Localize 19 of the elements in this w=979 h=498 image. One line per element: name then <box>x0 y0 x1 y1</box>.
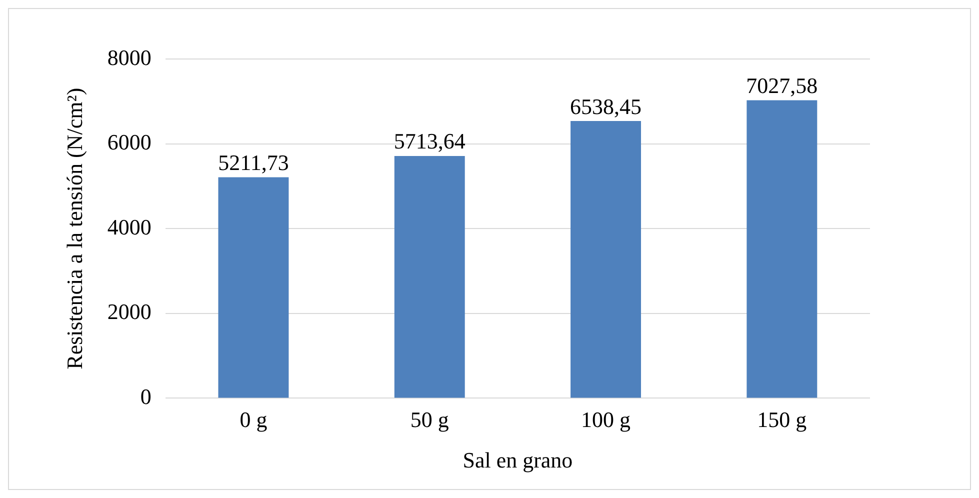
y-tick-label: 0 <box>140 384 152 409</box>
y-tick-label: 6000 <box>107 130 152 155</box>
y-tick-label: 8000 <box>107 44 152 70</box>
data-label: 6538,45 <box>570 94 642 119</box>
bar <box>394 156 465 398</box>
x-tick-label: 100 g <box>581 407 631 432</box>
bar <box>218 177 289 398</box>
data-label: 5211,73 <box>218 150 289 176</box>
bar <box>570 120 642 398</box>
y-tick-label: 4000 <box>107 214 152 240</box>
data-label: 7027,58 <box>746 73 818 98</box>
bar <box>746 100 818 398</box>
y-axis-title: Resistencia a la tensión (N/cm²) <box>62 88 87 370</box>
x-tick-label: 0 g <box>240 407 268 432</box>
x-tick-label: 150 g <box>757 407 807 432</box>
y-tick-label: 2000 <box>107 299 152 324</box>
data-label: 5713,64 <box>394 128 466 154</box>
x-axis-title: Sal en grano <box>462 448 573 473</box>
x-tick-label: 50 g <box>410 407 449 432</box>
